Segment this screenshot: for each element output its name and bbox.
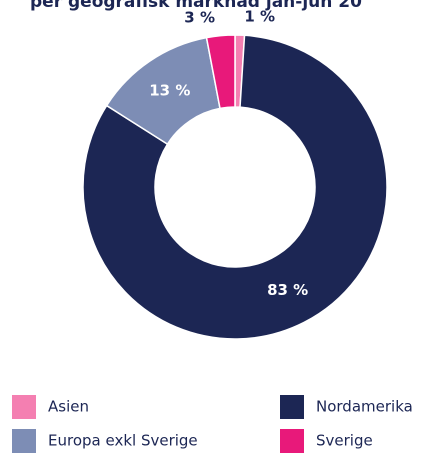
legend-label: Nordamerika xyxy=(316,398,413,416)
legend-swatch xyxy=(12,429,36,453)
data-label: 13 % xyxy=(149,82,190,100)
data-label: 83 % xyxy=(267,281,308,299)
legend-swatch xyxy=(12,395,36,419)
legend-swatch xyxy=(280,429,304,453)
chart-title: per geografisk marknad jan-jun 20 xyxy=(30,0,362,12)
legend-label: Asien xyxy=(48,398,89,416)
legend-swatch xyxy=(280,395,304,419)
data-label: 3 % xyxy=(184,8,215,26)
legend-label: Sverige xyxy=(316,432,373,450)
legend-label: Europa exkl Sverige xyxy=(48,432,198,450)
slice xyxy=(82,34,388,340)
data-label: 1 % xyxy=(244,8,275,26)
slice xyxy=(205,34,236,110)
